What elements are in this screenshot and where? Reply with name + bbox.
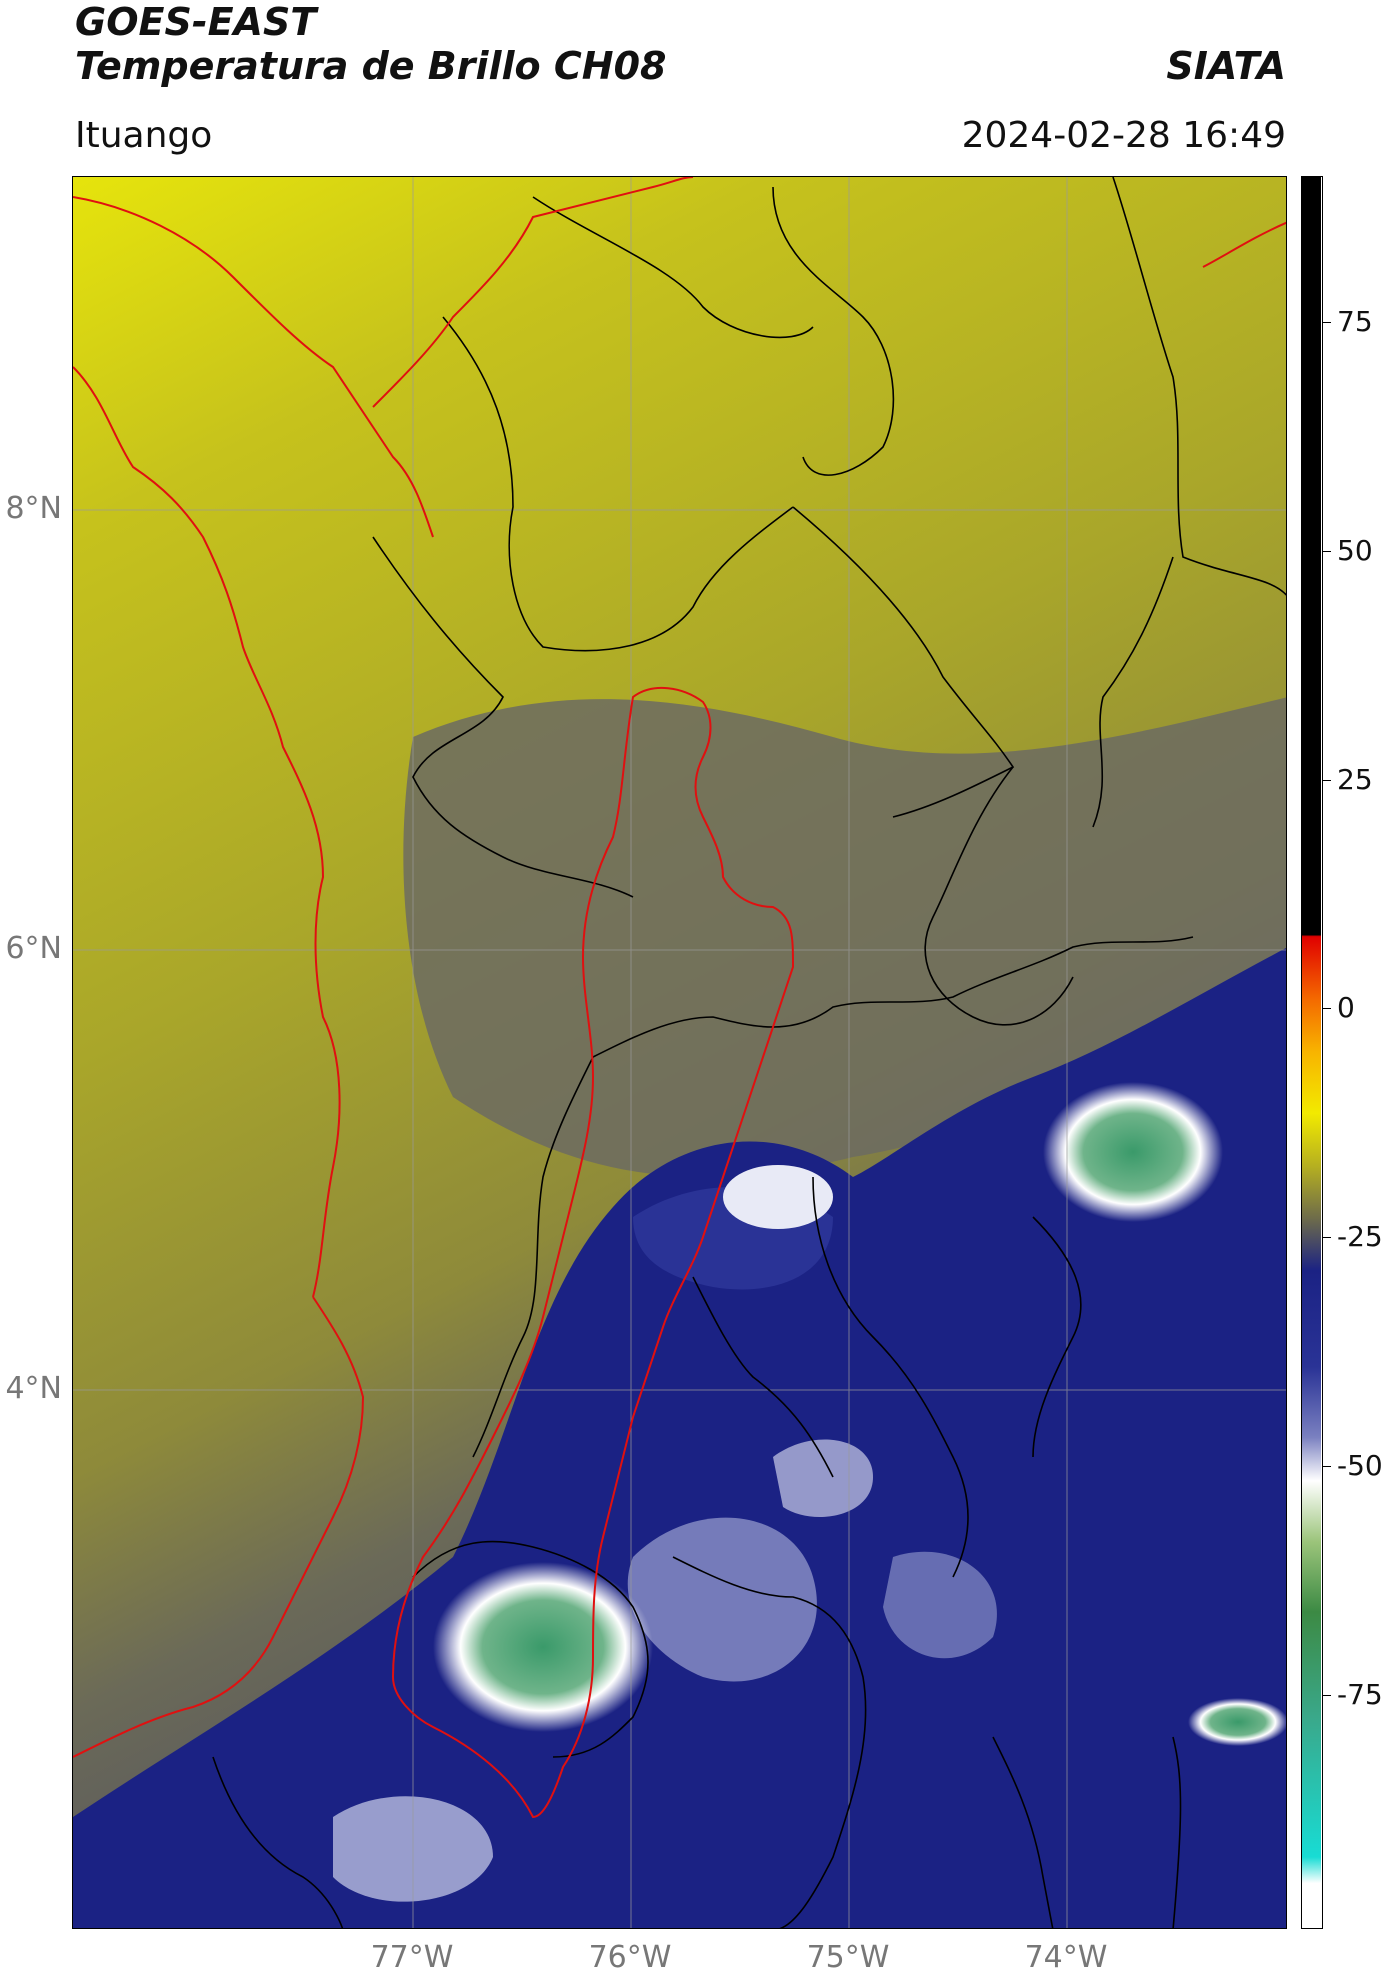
colorbar-tick	[1323, 1695, 1331, 1696]
department-boundaries	[212, 177, 1286, 1928]
convective-core-3	[723, 1165, 833, 1229]
brand-label: SIATA	[1166, 44, 1286, 88]
colorbar-label-0: 0	[1337, 991, 1355, 1024]
lon-tick-75w: 75°W	[806, 1940, 890, 1975]
coastline	[73, 177, 1286, 1758]
colorbar-tick	[1323, 322, 1331, 323]
lon-tick-76w: 76°W	[588, 1940, 672, 1975]
lat-tick-6n: 6°N	[5, 931, 62, 966]
colorbar-tick	[1323, 1237, 1331, 1238]
colorbar-tick	[1323, 551, 1331, 552]
cold-patch-4	[883, 1551, 997, 1659]
colorbar-label-neg75: -75	[1337, 1678, 1383, 1711]
colorbar	[1301, 176, 1323, 1929]
colorbar-label-50: 50	[1337, 534, 1373, 567]
ituango-region-outline	[391, 686, 795, 1819]
satellite-map[interactable]	[72, 176, 1287, 1929]
colorbar-label-75: 75	[1337, 305, 1373, 338]
colorbar-tick	[1323, 1466, 1331, 1467]
colorbar-label-neg25: -25	[1337, 1220, 1383, 1253]
title-product: Temperatura de Brillo CH08	[75, 44, 667, 88]
lat-tick-8n: 8°N	[5, 491, 62, 526]
graticule	[73, 177, 1286, 1928]
convective-core-2	[1043, 1082, 1223, 1222]
colorbar-tick	[1323, 1008, 1331, 1009]
timestamp-label: 2024-02-28 16:49	[961, 115, 1286, 156]
convective-core-1	[433, 1562, 653, 1732]
colorbar-tick	[1323, 780, 1331, 781]
cold-patch-2	[773, 1439, 873, 1517]
title-satellite: GOES-EAST	[75, 0, 317, 44]
lon-tick-74w: 74°W	[1024, 1940, 1108, 1975]
location-label: Ituango	[75, 115, 213, 156]
lon-tick-77w: 77°W	[370, 1940, 454, 1975]
convective-core-4	[1188, 1698, 1286, 1746]
colorbar-label-25: 25	[1337, 763, 1373, 796]
cloud-mass-navy	[73, 948, 1286, 1928]
cold-band-gray	[403, 697, 1286, 1177]
lat-tick-4n: 4°N	[5, 1371, 62, 1406]
colorbar-label-neg50: -50	[1337, 1449, 1383, 1482]
